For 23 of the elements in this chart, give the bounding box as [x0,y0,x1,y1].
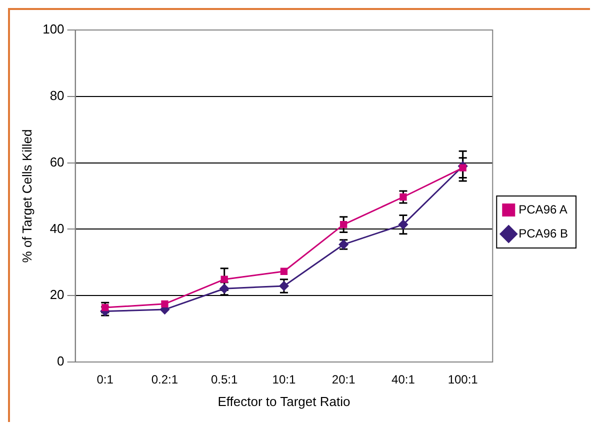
y-tick-label: 80 [50,88,64,103]
y-axis-title: % of Target Cells Killed [19,129,34,263]
point [220,276,228,283]
x-tick-label: 10:1 [272,372,296,387]
y-tick-label: 20 [50,287,64,302]
x-tick-label: 0:1 [96,372,114,387]
x-tick-label: 0.2:1 [151,372,178,387]
y-tick-label: 40 [50,220,64,236]
point [340,220,348,228]
point [280,268,288,275]
point [459,164,466,172]
point [161,300,168,308]
y-tick-label: 60 [50,154,64,170]
x-tick-label: 100:1 [448,372,478,387]
x-tick-label: 20:1 [332,372,356,387]
legend-label: PCA96 A [518,202,568,216]
y-tick-label: 100 [42,22,64,37]
y-tick-label: 0 [57,354,64,369]
legend-label: PCA96 B [518,226,568,240]
x-tick-label: 40:1 [392,372,416,387]
x-axis-title: Effector to Target Ratio [218,394,350,409]
x-tick-label: 0.5:1 [210,372,238,387]
point [398,220,408,230]
